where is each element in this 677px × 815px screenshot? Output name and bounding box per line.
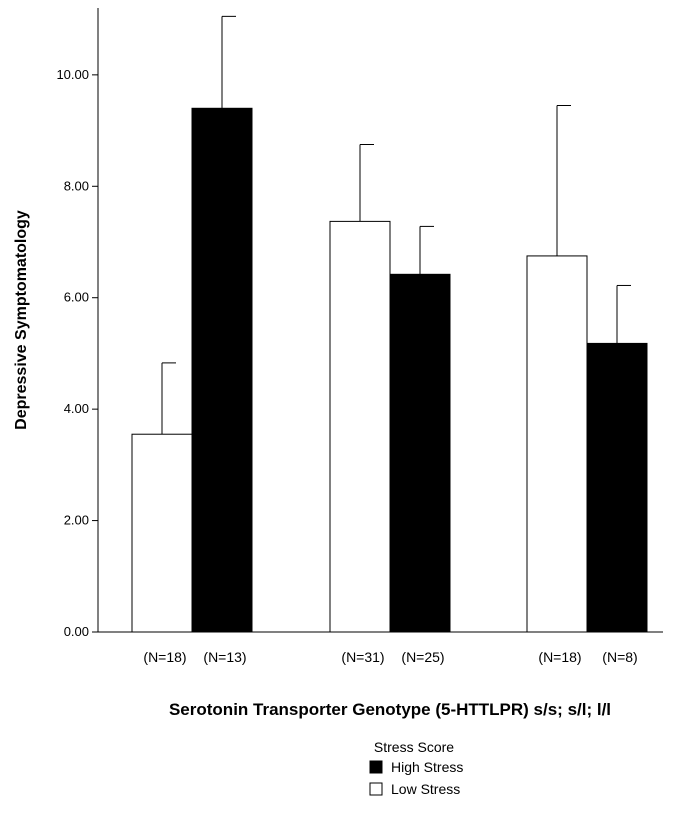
y-tick-label: 0.00 (64, 624, 89, 639)
n-label: (N=25) (401, 649, 444, 665)
y-tick-label: 8.00 (64, 178, 89, 193)
y-tick-label: 10.00 (56, 67, 89, 82)
n-label: (N=13) (203, 649, 246, 665)
bar-low-stress (131, 433, 193, 633)
legend-swatch (369, 782, 383, 796)
y-tick-label: 6.00 (64, 290, 89, 305)
legend-swatch (369, 760, 383, 774)
legend-label: Low Stress (391, 781, 460, 797)
n-label: (N=18) (538, 649, 581, 665)
bar-low-stress (329, 220, 391, 633)
n-label: (N=31) (341, 649, 384, 665)
bars: (N=18) (N=13) (N=31) (N=25) (N=18) (N=8) (131, 15, 648, 665)
n-label: (N=8) (602, 649, 637, 665)
bar-high-stress (191, 107, 253, 633)
legend: High Stress Low Stress (369, 759, 463, 797)
bar-low-stress (526, 255, 588, 633)
x-axis-label: Serotonin Transporter Genotype (5-HTTLPR… (169, 700, 611, 719)
legend-label: High Stress (391, 759, 463, 775)
bar-high-stress (586, 342, 648, 633)
n-label: (N=18) (143, 649, 186, 665)
y-axis-label: Depressive Symptomatology (13, 210, 30, 430)
legend-title: Stress Score (374, 739, 454, 755)
y-tick-label: 2.00 (64, 513, 89, 528)
y-tick-label: 4.00 (64, 401, 89, 416)
bar-high-stress (389, 273, 451, 633)
